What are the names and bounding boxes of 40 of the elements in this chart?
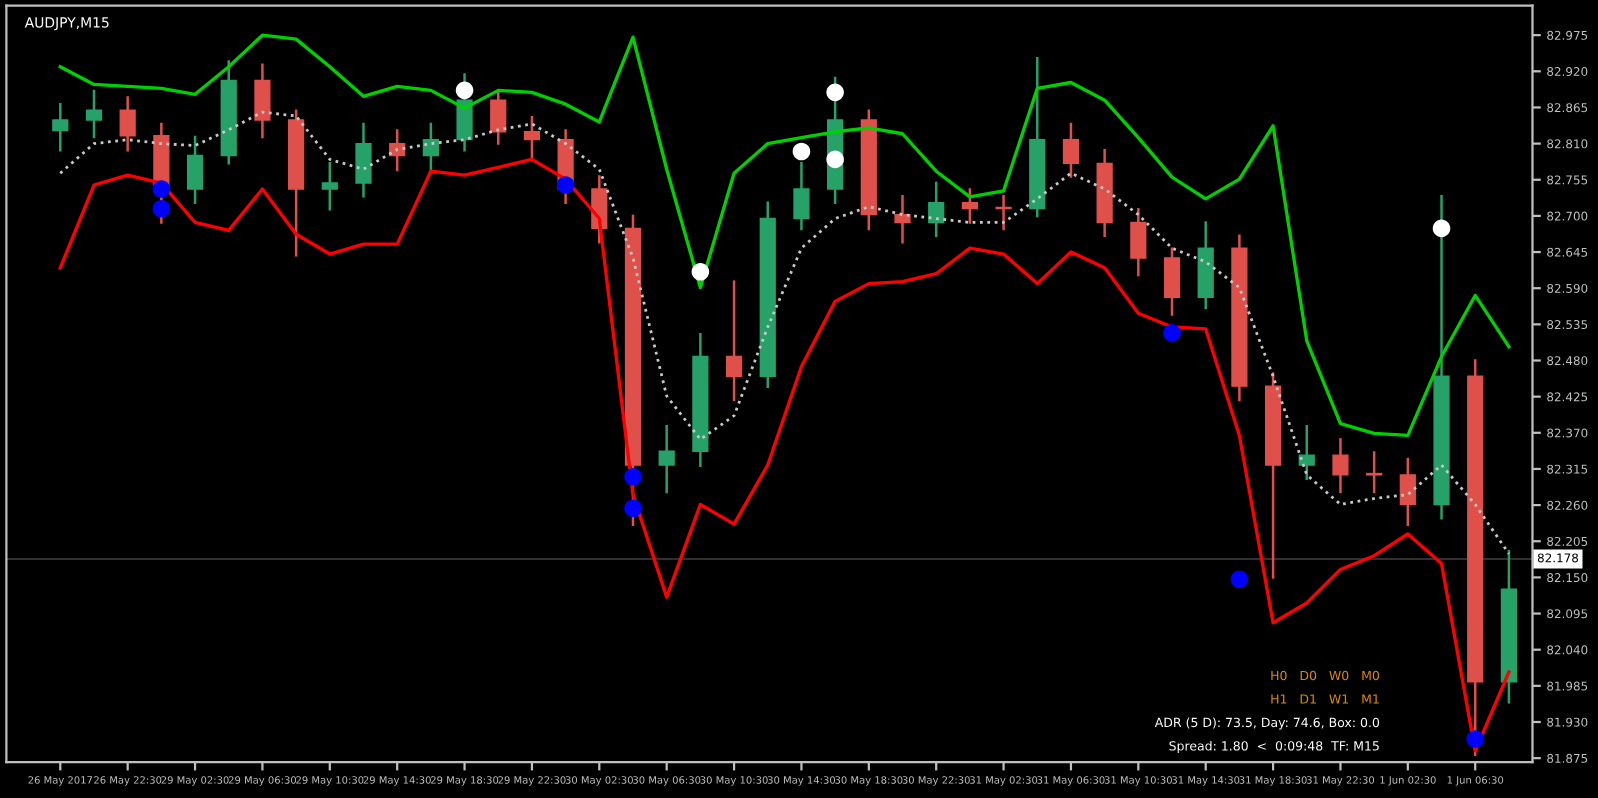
point <box>826 83 844 102</box>
candlestick <box>490 89 507 145</box>
candlestick <box>1298 424 1315 481</box>
point <box>1466 730 1484 748</box>
candlestick <box>1163 247 1181 316</box>
candlestick <box>725 280 743 402</box>
candlestick <box>52 102 69 152</box>
candlestick <box>1062 122 1080 178</box>
candlestick <box>355 122 372 198</box>
candlestick <box>793 162 810 231</box>
candlestick <box>456 73 473 152</box>
point <box>826 150 844 169</box>
candlestick <box>1399 457 1416 527</box>
point <box>556 176 575 194</box>
point <box>1230 570 1249 589</box>
candlestick <box>928 181 945 237</box>
candlestick <box>658 424 675 494</box>
candlestick <box>961 188 978 224</box>
candlestick <box>1130 208 1147 277</box>
candlestick <box>321 162 338 211</box>
point <box>1432 219 1451 238</box>
candlestick <box>85 89 103 139</box>
point <box>792 142 811 161</box>
candlestick <box>254 63 271 139</box>
candlestick <box>119 96 136 152</box>
line-series <box>58 33 1511 438</box>
point <box>624 499 642 518</box>
candlestick <box>894 194 911 244</box>
point <box>152 199 171 218</box>
point <box>1163 324 1181 342</box>
candlestick <box>186 135 204 205</box>
line-series <box>58 157 1511 753</box>
point <box>455 81 474 100</box>
point <box>152 180 171 198</box>
point <box>624 468 642 486</box>
point <box>691 262 710 281</box>
candlestick <box>1366 451 1383 494</box>
candlestick <box>422 122 439 172</box>
candlestick <box>523 116 541 159</box>
candlestick <box>1332 438 1349 494</box>
